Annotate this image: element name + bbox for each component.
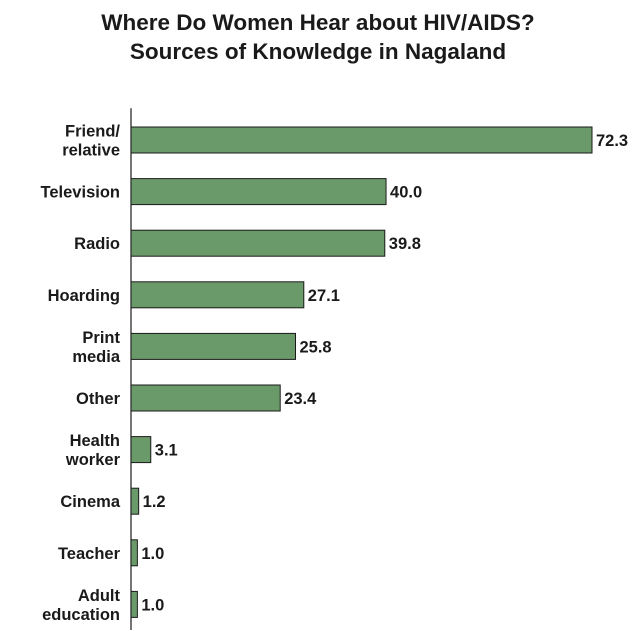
category-tick-label: Television [41,184,120,202]
data-label: 3.1 [155,442,178,460]
bar [130,281,305,309]
bar [130,332,297,360]
data-label: 72.3 [596,132,628,150]
bar [130,126,593,154]
category-label-line: Cinema [60,493,120,511]
bar [130,436,152,464]
category-label-line: media [72,348,121,366]
category-tick-label: Other [76,390,121,408]
data-label: 1.0 [141,545,164,563]
category-label-line: Health [70,432,120,450]
category-tick-label: Radio [74,235,120,253]
data-label: 25.8 [300,338,332,356]
category-tick-label: Adult education [42,587,120,624]
data-label: 40.0 [390,184,422,202]
data-label: 23.4 [284,390,317,408]
category-tick-label: Cinema [60,493,120,511]
data-label: 27.1 [308,287,340,305]
category-tick-label: Teacher [58,545,121,563]
bar [130,539,138,567]
bar [130,384,281,412]
category-tick-label: Health worker [65,432,121,469]
category-label-line: Teacher [58,545,121,563]
bar [130,487,140,515]
data-label: 1.0 [141,596,164,614]
category-label-line: Print [82,329,120,347]
bar [130,229,386,257]
category-label-line: Adult [78,587,121,605]
bar [130,590,138,618]
category-label-line: worker [65,451,121,469]
chart-subtitle: Sources of Knowledge in Nagaland [129,39,507,64]
bar [130,178,387,206]
category-label-line: Radio [74,235,120,253]
data-label: 39.8 [389,235,421,253]
chart-title: Where Do Women Hear about HIV/AIDS? [101,10,535,35]
category-label-line: education [42,606,120,624]
chart-title-block: Where Do Women Hear about HIV/AIDS? Sour… [0,8,636,66]
category-label-line: Hoarding [48,287,120,305]
category-tick-label: Print media [72,329,121,366]
category-tick-label: Friend/relative [62,123,120,160]
category-label-line: Other [76,390,121,408]
category-tick-label: Hoarding [48,287,120,305]
category-label-line: relative [62,142,120,160]
data-label: 1.2 [143,493,166,511]
category-label-line: Friend/ [65,123,120,141]
category-label-line: Television [41,184,120,202]
